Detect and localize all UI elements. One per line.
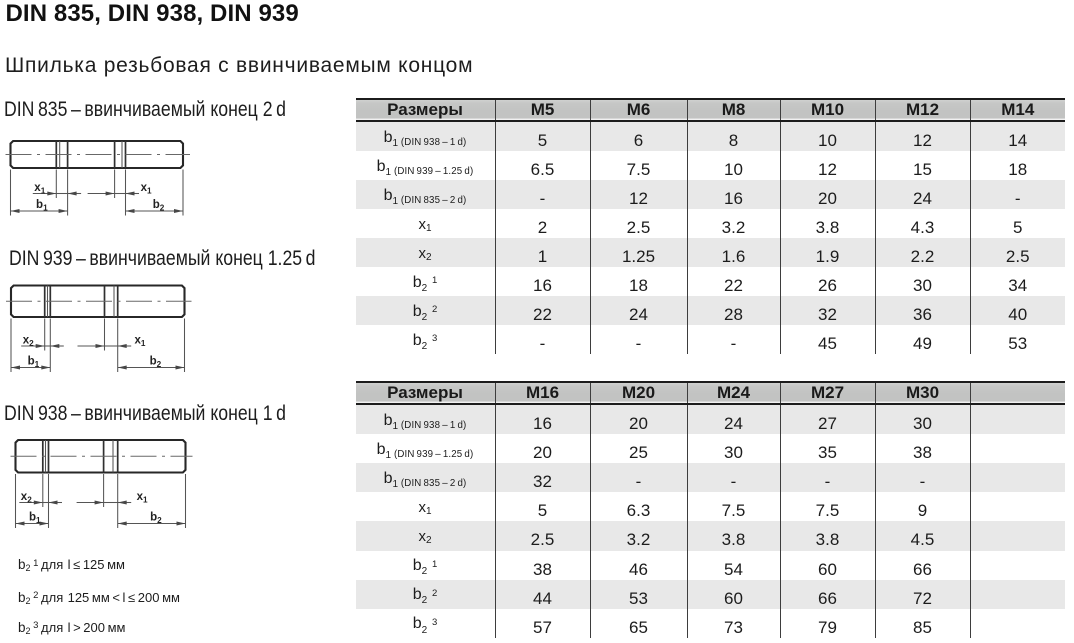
svg-text:x1: x1 <box>141 182 152 196</box>
svg-text:b1: b1 <box>29 512 41 526</box>
svg-text:x1: x1 <box>137 491 148 505</box>
svg-text:b2: b2 <box>153 199 165 213</box>
svg-text:x1: x1 <box>135 335 146 349</box>
svg-text:b1: b1 <box>36 199 48 213</box>
svg-text:x2: x2 <box>23 335 34 349</box>
svg-text:x1: x1 <box>34 182 45 196</box>
svg-text:b2: b2 <box>150 512 162 526</box>
svg-text:b1: b1 <box>28 356 40 370</box>
svg-text:x2: x2 <box>21 491 32 505</box>
svg-text:b2: b2 <box>150 356 162 370</box>
